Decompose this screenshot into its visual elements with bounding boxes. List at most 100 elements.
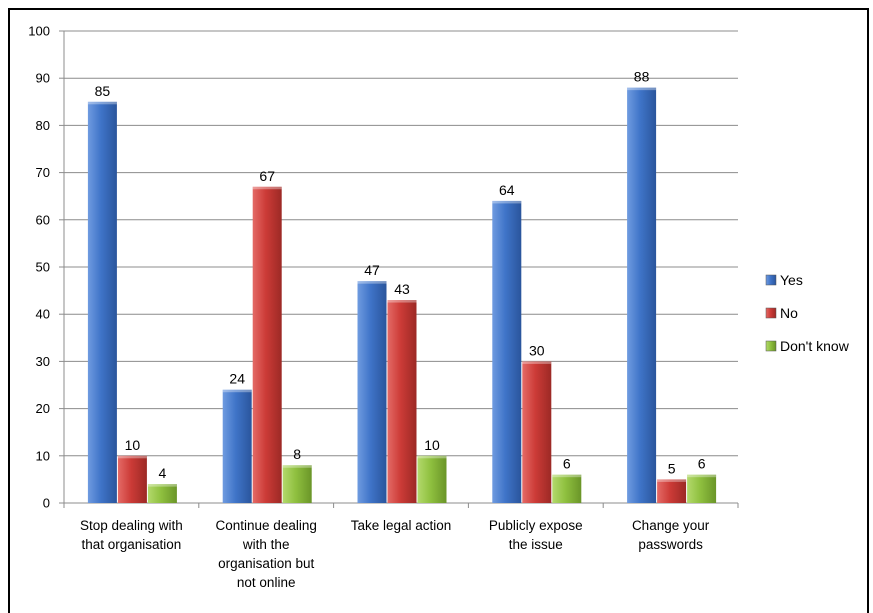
y-axis-ticks: 0 10 20 30 40 50 60 70 80 90 100 (28, 24, 50, 511)
y-tick-label: 30 (36, 354, 50, 369)
legend-item-yes: Yes (765, 272, 803, 288)
data-label: 85 (95, 83, 111, 99)
bar-no-3 (522, 361, 552, 503)
bar-no-2 (387, 300, 417, 503)
x-category-line: not online (237, 575, 296, 590)
bar-body (147, 484, 177, 503)
bar-top-highlight (657, 479, 687, 482)
bar-no-0 (117, 455, 147, 503)
x-category-label: Change your passwords (632, 518, 710, 552)
bar-top-highlight (252, 186, 282, 190)
bar-top-highlight (552, 474, 582, 478)
data-labels: 85 10 4 24 67 8 47 43 10 64 30 6 88 5 6 (95, 69, 706, 481)
legend-item-no: No (765, 305, 798, 321)
legend-swatch (765, 307, 777, 319)
bar-top-highlight (522, 361, 552, 364)
bar-yes-4 (627, 87, 657, 503)
bar-yes-1 (222, 389, 252, 503)
bar-body (282, 465, 312, 503)
legend: Yes No Don't know (765, 272, 850, 354)
data-label: 67 (259, 168, 275, 184)
bar-body (387, 300, 417, 503)
bar-top-highlight (222, 389, 252, 393)
bar-body (627, 87, 657, 503)
data-label: 43 (394, 281, 410, 297)
bar-body (492, 200, 522, 504)
y-tick-label: 90 (36, 71, 50, 86)
bar-body (417, 455, 447, 503)
y-tick-label: 60 (36, 212, 50, 227)
y-tick-label: 20 (36, 401, 50, 416)
bar-no-1 (252, 186, 282, 503)
data-label: 30 (529, 342, 545, 358)
bar-body (117, 455, 147, 503)
x-category-line: passwords (638, 537, 703, 552)
x-category-line: that organisation (81, 537, 181, 552)
data-label: 64 (499, 182, 515, 198)
bar-body (522, 361, 552, 503)
x-category-line: with the (242, 537, 290, 552)
x-category-line: Take legal action (351, 518, 452, 533)
x-category-line: Publicly expose (489, 518, 583, 533)
bar-yes-2 (357, 281, 387, 503)
bar-body (222, 389, 252, 503)
legend-swatch (765, 340, 777, 352)
bar-body (687, 474, 717, 503)
bar-top-highlight (387, 300, 417, 303)
x-category-line: organisation but (218, 556, 314, 571)
x-category-label: Stop dealing with that organisation (80, 518, 183, 552)
chart-frame (8, 8, 869, 613)
legend-label: Yes (780, 272, 803, 288)
bar-body (252, 186, 282, 503)
data-label: 6 (698, 456, 706, 472)
bar-top-highlight (87, 101, 117, 105)
y-tick-label: 10 (36, 448, 50, 463)
y-tick-label: 80 (36, 118, 50, 133)
y-tick-label: 0 (43, 496, 50, 511)
data-label: 5 (668, 460, 676, 476)
bar-top-highlight (687, 474, 717, 478)
data-label: 47 (364, 262, 380, 278)
bar-top-highlight (627, 87, 657, 91)
data-label: 10 (424, 437, 440, 453)
data-label: 4 (159, 465, 167, 481)
bar-top-highlight (492, 200, 522, 204)
bar-yes-3 (492, 200, 522, 504)
data-label: 10 (125, 437, 141, 453)
x-category-label: Take legal action (351, 518, 452, 533)
bar-top-highlight (282, 465, 312, 468)
bar-body (87, 101, 117, 504)
bar-top-highlight (357, 281, 387, 284)
x-category-line: the issue (509, 537, 563, 552)
y-tick-label: 100 (28, 24, 50, 39)
bar-don-t-know-2 (417, 455, 447, 503)
bar-body (657, 479, 687, 503)
bar-top-highlight (147, 484, 177, 487)
x-category-label: Publicly expose the issue (489, 518, 583, 552)
data-label: 24 (229, 371, 245, 387)
x-category-line: Continue dealing (216, 518, 317, 533)
bar-top-highlight (417, 455, 447, 459)
x-category-line: Change your (632, 518, 710, 533)
data-label: 8 (293, 446, 301, 462)
legend-label: Don't know (780, 338, 850, 354)
bar-don-t-know-1 (282, 465, 312, 503)
bar-don-t-know-4 (687, 474, 717, 503)
bar-don-t-know-3 (552, 474, 582, 503)
bar-body (357, 281, 387, 503)
data-label: 6 (563, 456, 571, 472)
bar-body (552, 474, 582, 503)
legend-item-don-t-know: Don't know (765, 338, 850, 354)
x-category-line: Stop dealing with (80, 518, 183, 533)
bar-top-highlight (117, 455, 147, 459)
data-label: 88 (634, 69, 650, 85)
bar-don-t-know-0 (147, 484, 177, 503)
y-tick-label: 50 (36, 260, 50, 275)
y-tick-label: 70 (36, 165, 50, 180)
bars (87, 87, 717, 504)
bar-yes-0 (87, 101, 117, 504)
x-axis-categories: Stop dealing with that organisation Contin… (80, 518, 710, 590)
legend-label: No (780, 305, 798, 321)
bar-no-4 (657, 479, 687, 503)
